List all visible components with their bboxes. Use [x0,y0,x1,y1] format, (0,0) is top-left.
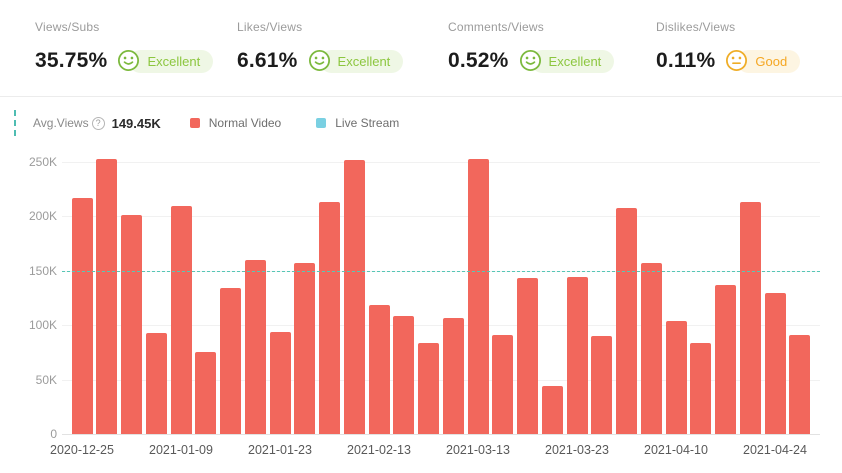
chart-bar[interactable] [145,333,167,434]
metric-label: Views/Subs [35,20,100,34]
smiley-face-icon [308,49,330,72]
chart-bar[interactable] [739,202,761,434]
gridline [62,162,820,163]
rating-badge: Excellent [308,49,404,73]
metric-value: 0.52% [448,49,509,72]
legend-item-label: Normal Video [208,116,282,130]
chart-bar[interactable] [764,293,786,434]
chart-bar[interactable] [294,263,316,434]
chart-bar[interactable] [121,215,142,434]
metric-label: Likes/Views [237,20,303,34]
chart-legend-row: Avg.Views ? 149.45K Normal Video Live Str… [14,110,842,136]
legend-item-live-stream[interactable]: Live Stream [316,116,399,130]
rating-label: Excellent [129,49,214,73]
chart-bar[interactable] [640,263,662,434]
metric-views-subs: Views/Subs 35.75% Excellent [35,20,237,74]
chart-bar[interactable] [343,160,365,434]
rating-badge: Good [725,49,801,73]
chart-bar[interactable] [96,159,118,434]
chart-bar[interactable] [690,343,712,434]
chart-bar[interactable] [269,332,291,434]
chart-bar[interactable] [393,316,415,434]
x-axis-tick-label: 2020-12-25 [50,443,114,457]
metric-label: Dislikes/Views [656,20,736,34]
chart-bar[interactable] [566,277,588,434]
chart-bar[interactable] [418,343,439,434]
x-axis-line [62,434,820,435]
chart-bar[interactable] [220,288,241,434]
y-axis-tick-label: 100K [28,318,57,333]
y-axis-tick-label: 50K [35,372,57,387]
x-axis-tick-label: 2021-04-24 [743,443,807,457]
neutral-face-icon [726,49,748,72]
chart-bar[interactable] [319,202,340,434]
chart-bar[interactable] [195,352,217,434]
x-axis-tick-label: 2021-02-13 [347,443,411,457]
metric-likes-views: Likes/Views 6.61% Excellent [237,20,448,74]
chart-bar[interactable] [442,318,464,434]
chart-bar[interactable] [71,198,93,434]
rating-label: Good [737,49,801,73]
avg-views-label: Avg.Views [33,116,89,130]
average-views-line [62,271,820,273]
rating-label: Excellent [319,49,404,73]
metric-value-row: 6.61% Excellent [237,48,448,74]
legend-item-label: Live Stream [335,116,400,130]
avg-line-legend-marker [14,110,16,136]
y-axis-tick-label: 0 [50,427,57,441]
section-divider [0,96,842,97]
rating-badge: Excellent [117,49,214,73]
gridline [62,270,820,272]
x-axis-tick-label: 2021-03-23 [545,443,609,457]
metric-value-row: 0.11% Good [656,48,826,74]
metric-label: Comments/Views [448,20,544,34]
chart-bar[interactable] [492,335,514,434]
chart-bar[interactable] [541,386,563,434]
legend-swatch-icon [316,118,327,128]
question-circle-icon[interactable]: ? [91,116,105,130]
series-legend: Normal Video Live Stream [161,116,399,130]
legend-item-normal-video[interactable]: Normal Video [189,116,282,130]
rating-label: Excellent [530,49,615,73]
x-axis-tick-label: 2021-04-10 [644,443,708,457]
y-axis-tick-label: 250K [28,155,57,169]
metric-dislikes-views: Dislikes/Views 0.11% Good [656,20,826,74]
y-axis-tick-label: 200K [28,209,57,224]
chart-bar[interactable] [467,159,489,434]
gridline [62,379,820,381]
chart-bar[interactable] [616,208,637,434]
gridline [62,325,820,327]
plot-area [62,159,820,434]
metric-value-row: 0.52% Excellent [448,48,656,74]
y-axis-tick-label: 150K [28,263,57,278]
metrics-row: Views/Subs 35.75% Excellent Likes/Views 6.61… [0,0,842,74]
gridline [62,216,820,218]
smiley-face-icon [118,49,140,72]
metric-value: 0.11% [656,49,716,72]
chart-bar[interactable] [591,336,613,434]
metric-comments-views: Comments/Views 0.52% Excellent [448,20,656,74]
metric-value: 35.75% [35,49,108,72]
metric-value-row: 35.75% Excellent [35,48,237,74]
smiley-face-icon [519,49,541,72]
chart-bar[interactable] [715,285,736,434]
metric-value: 6.61% [237,49,298,72]
rating-badge: Excellent [519,49,615,73]
views-bar-chart: 0 50K 100K 150K 200K 250K 2020-12-25 2021-01-09… [0,150,842,470]
x-axis-tick-label: 2021-03-13 [446,443,510,457]
chart-bar[interactable] [789,335,811,434]
chart-bar[interactable] [665,321,687,434]
chart-bar[interactable] [368,305,390,434]
avg-views-value: 149.45K [111,115,161,131]
x-axis-tick-label: 2021-01-09 [149,443,213,457]
chart-bar[interactable] [170,206,192,434]
chart-bar[interactable] [517,278,538,434]
chart-bar[interactable] [244,260,266,434]
legend-swatch-icon [189,118,200,128]
x-axis-tick-label: 2021-01-23 [248,443,312,457]
